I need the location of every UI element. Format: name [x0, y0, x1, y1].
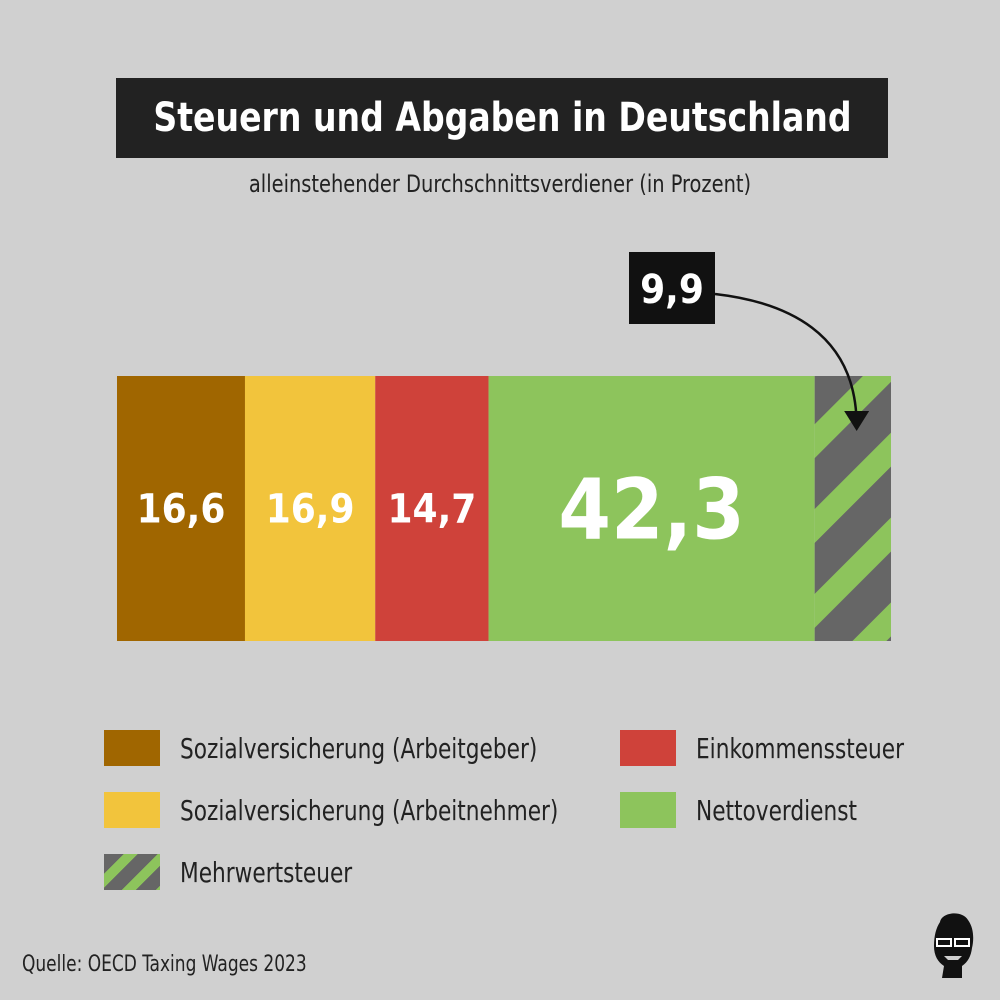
data-label-1: 16,6 [137, 487, 226, 533]
chart-subtitle: alleinstehender Durchschnittsverdiener (… [0, 170, 1000, 198]
bar-segment-1 [117, 376, 245, 641]
callout-box [629, 252, 715, 324]
legend-item: Sozialversicherung (Arbeitnehmer) [104, 792, 620, 828]
callout-arrow [714, 292, 870, 431]
legend-swatch [104, 854, 160, 890]
data-label-2: 16,9 [266, 487, 355, 533]
legend-swatch [104, 730, 160, 766]
chart-title: Steuern und Abgaben in Deutschland [116, 78, 888, 158]
legend-item: Mehrwertsteuer [104, 854, 380, 890]
callout-label: 9,9 [640, 267, 704, 313]
legend-swatch [620, 792, 676, 828]
legend-label: Sozialversicherung (Arbeitgeber) [180, 731, 538, 765]
legend-label: Einkommenssteuer [696, 731, 905, 765]
bar-segment-4 [488, 376, 815, 641]
legend-item: Einkommenssteuer [620, 730, 938, 766]
legend-item: Nettoverdienst [620, 792, 883, 828]
legend-swatch [620, 730, 676, 766]
chart-subtitle-text: alleinstehender Durchschnittsverdiener (… [248, 170, 752, 198]
source-text: Quelle: OECD Taxing Wages 2023 [22, 952, 307, 977]
data-label-3: 14,7 [388, 487, 477, 533]
legend-label: Nettoverdienst [696, 793, 858, 827]
legend-item: Sozialversicherung (Arbeitgeber) [104, 730, 596, 766]
face-with-sunglasses-icon [934, 913, 974, 978]
legend-label: Sozialversicherung (Arbeitnehmer) [180, 793, 559, 827]
bar-segment-3 [375, 376, 489, 641]
legend-swatch [104, 792, 160, 828]
data-label-4: 42,3 [558, 461, 744, 559]
source-note: Quelle: OECD Taxing Wages 2023 [22, 952, 353, 977]
bar-segment-2 [244, 376, 376, 641]
chart-title-text: Steuern und Abgaben in Deutschland [152, 95, 852, 141]
legend-label: Mehrwertsteuer [180, 855, 353, 889]
